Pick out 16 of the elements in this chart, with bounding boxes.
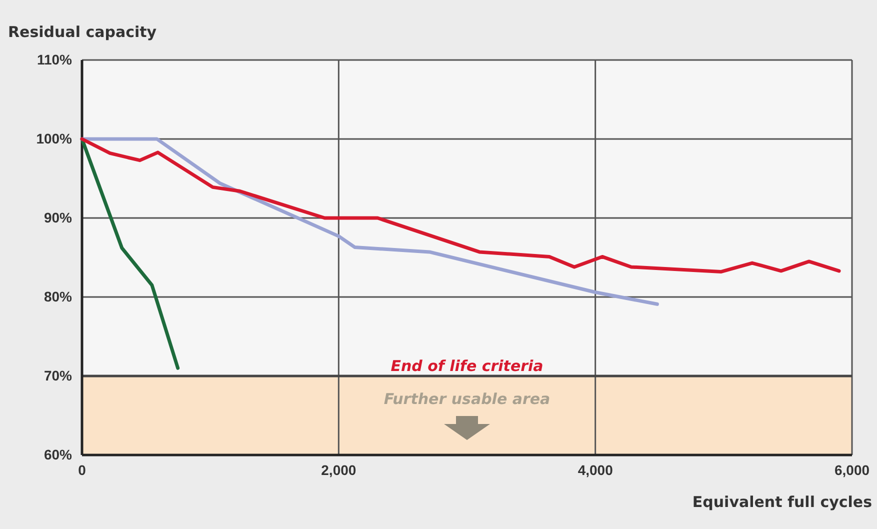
x-tick-label: 6,000 [834,462,870,478]
line-series [80,137,841,274]
y-tick-label: 60% [44,446,73,462]
y-tick-label: 100% [36,130,73,146]
x-tick-label: 0 [78,462,86,478]
x-tick-label: 2,000 [321,462,356,478]
y-axis-title: Residual capacity [8,23,157,41]
y-tick-label: 70% [44,367,73,384]
y-tick-label: 90% [44,209,73,226]
band-label: Further usable area [384,390,550,408]
x-tick-label: 4,000 [578,462,614,478]
x-axis-title: Equivalent full cycles [692,493,872,511]
line-series [80,137,659,306]
y-tick-label: 110% [36,51,73,68]
ref-line-label: End of life criteria [390,357,544,375]
y-tick-label: 80% [44,288,73,304]
